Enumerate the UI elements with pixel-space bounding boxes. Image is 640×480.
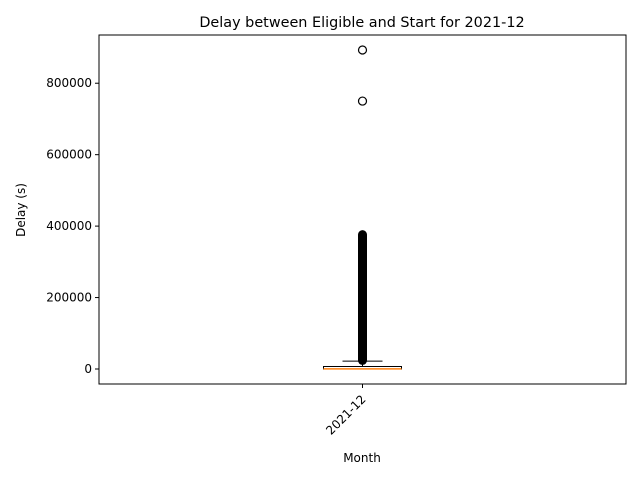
y-tick-label: 600000	[46, 148, 92, 162]
outlier-point	[357, 96, 368, 106]
box-2021-12	[323, 45, 402, 370]
y-tick-label: 800000	[46, 76, 92, 90]
y-tick-label: 400000	[46, 219, 92, 233]
y-tick-label: 0	[84, 362, 92, 376]
x-axis: 2021-12	[323, 384, 369, 438]
y-axis-label: Delay (s)	[14, 183, 28, 237]
y-axis: 0 200000 400000 600000 800000	[46, 76, 99, 376]
box-series	[323, 45, 402, 370]
x-tick-label: 2021-12	[323, 392, 368, 437]
outlier-band	[358, 230, 367, 365]
y-tick-label: 200000	[46, 291, 92, 305]
outlier-point	[357, 45, 368, 55]
chart-title: Delay between Eligible and Start for 202…	[199, 15, 524, 31]
x-axis-label: Month	[343, 451, 381, 465]
